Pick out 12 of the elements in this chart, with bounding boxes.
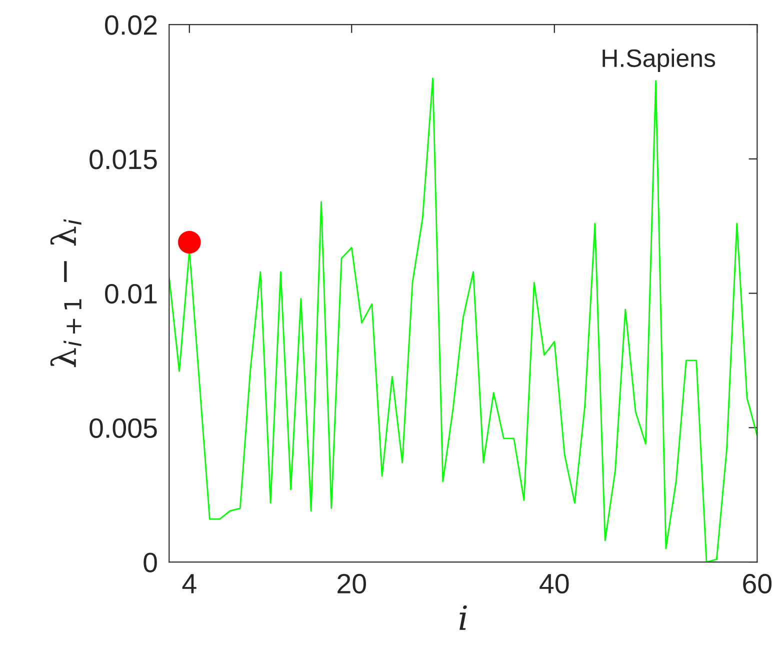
x-tick-label: 40 (540, 574, 569, 594)
x-axis-title: i (460, 605, 467, 630)
x-tick-label: 60 (743, 574, 772, 594)
y-tick-label: 0 (144, 552, 157, 572)
y-tick-label: 0.02 (105, 15, 157, 35)
y-tick-label: 0.01 (105, 284, 157, 304)
x-tick-label: 20 (338, 574, 366, 594)
y-tick-label: 0.015 (90, 150, 157, 170)
x-tick-label: 4 (182, 574, 196, 594)
annotation: H.Sapiens (602, 48, 716, 72)
y-axis-title: λ$_{i+1}$ − λ$_{i}$ (50, 219, 82, 368)
y-tick-label: 0.005 (90, 418, 157, 438)
